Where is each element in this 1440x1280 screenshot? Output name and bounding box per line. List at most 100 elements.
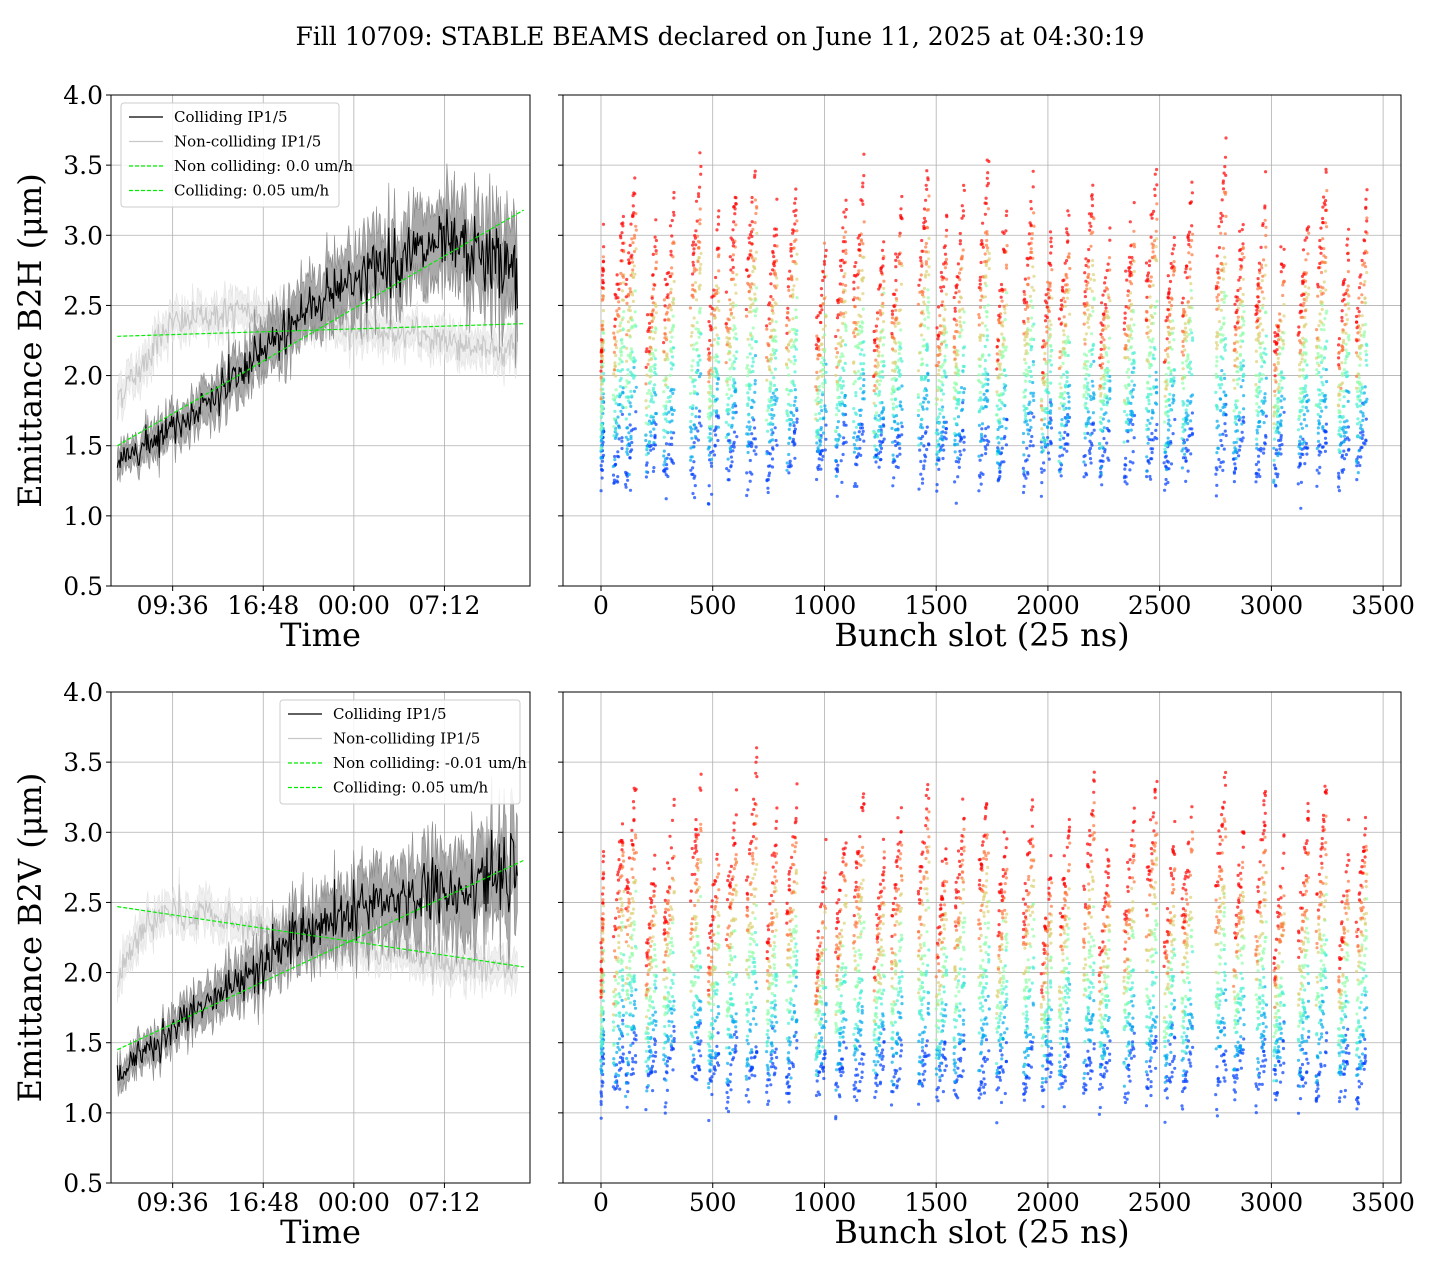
bunch-point: [1126, 396, 1130, 400]
bunch-point: [716, 246, 720, 250]
bunch-point: [1297, 363, 1302, 367]
bunch-point: [1262, 258, 1266, 262]
bunch-point: [1172, 376, 1176, 380]
bunch-point: [1059, 386, 1063, 390]
bunch-point: [1044, 438, 1049, 442]
legend-label: Non-colliding IP1/5: [174, 133, 321, 151]
bunch-point: [1282, 264, 1286, 268]
bunch-point: [772, 264, 776, 268]
bunch-point: [979, 333, 983, 337]
bunch-point: [698, 151, 702, 155]
bunch-point: [873, 341, 877, 345]
bunch-point: [1190, 253, 1194, 257]
bunch-point: [1168, 312, 1172, 316]
x-tick-label: 1500: [904, 591, 968, 620]
bunch-point: [944, 431, 948, 435]
bunch-point: [1064, 442, 1068, 446]
bunch-point: [653, 383, 657, 387]
bunch-point: [1238, 275, 1242, 279]
bunch-point: [1146, 386, 1150, 390]
bunch-point: [1004, 345, 1008, 349]
bunch-point: [878, 337, 882, 341]
bunch-point: [1184, 313, 1188, 317]
bunch-point: [1049, 323, 1053, 327]
bunch-point: [819, 405, 823, 409]
bunch-point: [1082, 460, 1086, 464]
bunch-point: [767, 406, 771, 410]
bunch-point: [962, 448, 966, 452]
bunch-point: [922, 444, 926, 448]
bunch-point: [792, 343, 796, 347]
bunch-point: [1256, 305, 1260, 310]
bunch-point: [1063, 324, 1067, 328]
bunch-point: [1300, 357, 1304, 361]
bunch-point: [788, 269, 792, 273]
bunch-point: [922, 221, 926, 225]
bunch-point: [916, 302, 921, 306]
bunch-point: [652, 466, 656, 470]
bunch-point: [926, 315, 931, 319]
bunch-point: [1303, 238, 1307, 242]
bunch-point: [840, 300, 844, 304]
bunch-point: [1088, 451, 1092, 455]
bunch-point: [1166, 436, 1170, 440]
bunch-point: [920, 375, 924, 379]
bunch-point: [872, 329, 876, 334]
bunch-point: [662, 468, 666, 473]
bunch-point: [982, 398, 987, 402]
bunch-point: [1222, 372, 1226, 376]
bunch-point: [1181, 447, 1185, 451]
bunch-point: [1088, 457, 1093, 461]
bunch-point: [728, 255, 732, 259]
bunch-point: [612, 417, 617, 421]
bunch-point: [851, 298, 856, 302]
bunch-point: [631, 194, 635, 198]
bunch-point: [890, 309, 895, 313]
bunch-point: [1238, 416, 1242, 420]
bunch-point: [892, 476, 896, 480]
bunch-point: [599, 464, 603, 468]
bunch-point: [1182, 441, 1186, 445]
bunch-point: [955, 442, 960, 446]
bunch-point: [1082, 352, 1087, 356]
bunch-point: [999, 407, 1003, 411]
y-tick-label: 2.0: [63, 362, 103, 391]
bunch-point: [1102, 347, 1106, 351]
bunch-point: [748, 352, 752, 356]
bunch-point: [690, 427, 694, 431]
bunch-point: [980, 239, 984, 243]
bunch-point: [880, 354, 885, 358]
bunch-point: [625, 359, 629, 363]
bunch-point: [1092, 359, 1096, 363]
bunch-point: [1232, 341, 1237, 345]
bunch-point: [1127, 338, 1131, 343]
bunch-point: [872, 349, 877, 353]
bunch-point: [1064, 272, 1068, 276]
bunch-point: [853, 264, 857, 269]
bunch-point: [773, 367, 778, 371]
bunch-point: [980, 398, 984, 402]
bunch-point: [944, 257, 949, 261]
bunch-point: [755, 205, 759, 209]
bunch-point: [791, 317, 795, 321]
bunch-point: [839, 344, 843, 348]
bunch-point: [920, 264, 924, 268]
bunch-point: [1153, 239, 1157, 243]
bunch-point: [1181, 381, 1185, 385]
bunch-point: [751, 416, 755, 420]
bunch-point: [956, 398, 960, 402]
bunch-point: [1129, 282, 1133, 286]
bunch-point: [749, 298, 753, 302]
bunch-point: [688, 405, 693, 409]
bunch-point: [669, 430, 673, 434]
bunch-point: [696, 354, 701, 358]
bunch-point: [1153, 172, 1157, 176]
bunch-point: [628, 456, 632, 460]
bunch-point: [1102, 436, 1106, 441]
bunch-point: [1165, 459, 1169, 463]
bunch-point: [1023, 357, 1027, 362]
bunch-point: [764, 418, 769, 422]
bunch-point: [693, 434, 698, 439]
bunch-point: [1032, 224, 1036, 228]
bunch-point: [1045, 378, 1049, 382]
